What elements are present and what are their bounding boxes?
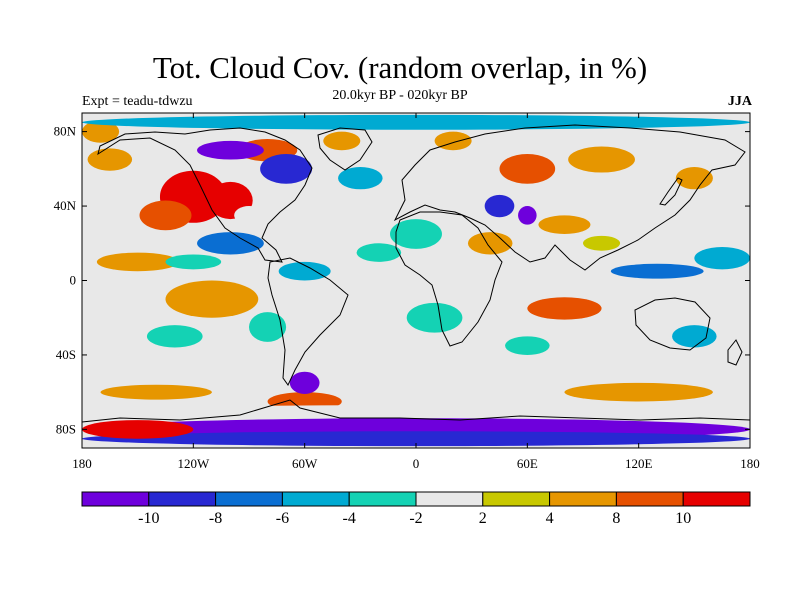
lat-tick-label: 0 (70, 273, 77, 288)
anomaly-region (197, 232, 264, 255)
anomaly-region (248, 312, 287, 342)
anomaly-region (666, 198, 723, 214)
anomaly-region (87, 148, 133, 171)
colorbar-label: -2 (409, 510, 422, 527)
anomaly-region (82, 420, 194, 439)
map-ticks: 80N 40N 0 40S 80S 180 120W 60W 0 60E 120E 180 (54, 113, 760, 471)
chart-subtitle: 20.0kyr BP - 020kyr BP (332, 88, 468, 103)
lon-tick-label: 180 (740, 456, 760, 471)
coastline-greenland (317, 127, 373, 171)
lon-tick-label: 180 (72, 456, 92, 471)
anomaly-region (115, 189, 160, 205)
colorbar-label: -6 (276, 510, 289, 527)
anomaly-region (278, 261, 331, 281)
colorbar-label: 2 (479, 510, 487, 527)
colorbar-swatch (148, 491, 217, 507)
chart-title: Tot. Cloud Cov. (random overlap, in %) (152, 50, 648, 85)
experiment-label: Expt = teadu-tdwzu (82, 94, 193, 109)
coastline-australia (634, 297, 711, 351)
anomaly-region (139, 200, 192, 231)
colorbar-label: -4 (343, 510, 356, 527)
anomaly-region (499, 153, 556, 184)
anomaly-region (82, 120, 120, 143)
anomaly-region (538, 215, 591, 234)
anomaly-region (484, 194, 515, 218)
anomaly-region (406, 302, 463, 333)
anomaly-region (568, 146, 635, 173)
lon-tick-label: 120W (177, 456, 210, 471)
colorbar-label: 4 (546, 510, 554, 527)
anomaly-region (518, 206, 537, 225)
colorbar: -10 -8 -6 -4 -2 2 4 8 10 (81, 491, 751, 527)
anomaly-field (82, 114, 750, 447)
lat-tick-label: 80N (54, 124, 77, 139)
colorbar-swatch (482, 491, 551, 507)
anomaly-region (583, 235, 621, 251)
colorbar-swatch (215, 491, 283, 507)
anomaly-region (146, 325, 203, 348)
coastline-japan (659, 177, 683, 206)
coastline-africa (395, 211, 503, 347)
anomaly-region (505, 336, 550, 355)
coastline-south-america (267, 257, 349, 386)
anomaly-region (564, 354, 639, 374)
coastlines (82, 124, 750, 423)
anomaly-region (694, 247, 750, 270)
coastline-north-america (97, 127, 313, 263)
colorbar-swatch (549, 491, 617, 507)
colorbar-swatch (415, 491, 484, 507)
anomaly-region (197, 140, 264, 160)
colorbar-swatch (615, 491, 684, 507)
colorbar-label: -8 (209, 510, 222, 527)
colorbar-swatch (682, 491, 751, 507)
anomaly-region (165, 254, 222, 270)
anomaly-region (91, 354, 147, 374)
anomaly-region (289, 371, 320, 395)
colorbar-swatch (348, 491, 417, 507)
lat-tick-label: 40S (56, 347, 76, 362)
anomaly-region (260, 153, 313, 184)
season-label: JJA (727, 94, 752, 109)
colorbar-label: 8 (612, 510, 620, 527)
anomaly-region (338, 166, 383, 190)
anomaly-region (96, 252, 179, 272)
anomaly-region (356, 243, 402, 262)
lat-tick-label: 40N (54, 198, 77, 213)
anomaly-region (564, 382, 713, 402)
anomaly-region (467, 232, 513, 255)
lon-tick-label: 120E (625, 456, 653, 471)
colorbar-label: -10 (138, 510, 159, 527)
anomaly-region (234, 206, 264, 225)
anomaly-region (390, 219, 442, 249)
lat-tick-label: 80S (56, 421, 76, 436)
lon-tick-label: 60E (517, 456, 538, 471)
colorbar-swatch (281, 491, 350, 507)
anomaly-region (82, 405, 750, 417)
map-plot-area: 80N 40N 0 40S 80S 180 120W 60W 0 60E 120E 180 (54, 112, 760, 471)
anomaly-region (610, 263, 704, 279)
lon-tick-label: 60W (292, 456, 318, 471)
colorbar-swatch (81, 491, 150, 507)
anomaly-region (82, 431, 750, 447)
coastline-eurasia (393, 124, 746, 271)
colorbar-label: 10 (675, 510, 691, 527)
coastline-antarctica (82, 399, 750, 423)
lon-tick-label: 0 (413, 456, 420, 471)
anomaly-region (165, 280, 259, 318)
anomaly-region (675, 166, 713, 190)
coastline-new-zealand (727, 339, 743, 366)
anomaly-region (527, 297, 602, 320)
anomaly-region (434, 131, 472, 151)
anomaly-region (672, 325, 717, 348)
anomaly-region (82, 114, 750, 130)
anomaly-region (323, 131, 361, 151)
anomaly-region (709, 366, 750, 381)
anomaly-region (100, 384, 212, 400)
